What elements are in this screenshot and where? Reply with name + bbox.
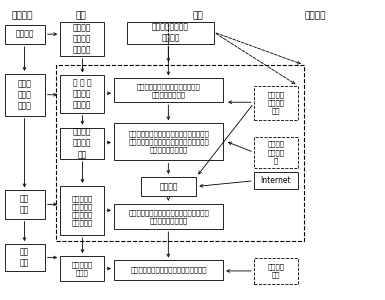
Text: 展示作品，并阐述对问题的分析及小组探索
成果，达到意义建构: 展示作品，并阐述对问题的分析及小组探索 成果，达到意义建构 [128, 209, 209, 224]
Text: 学生: 学生 [193, 11, 204, 20]
Bar [127, 22, 214, 44]
Text: 组织学生评
价作品，形
成意见，达
到意义建构: 组织学生评 价作品，形 成意见，达 到意义建构 [72, 195, 93, 226]
Bar [254, 136, 298, 168]
Bar [5, 25, 45, 44]
Text: 问题探
索，协
作学习: 问题探 索，协 作学习 [18, 79, 32, 110]
Bar [60, 75, 104, 113]
Bar [141, 177, 196, 196]
Bar [56, 65, 304, 241]
Bar [5, 244, 45, 271]
Bar [60, 186, 104, 235]
Text: 对数学内容形成初
步的认识: 对数学内容形成初 步的认识 [152, 23, 189, 43]
Text: 帮助学生解
决问题: 帮助学生解 决问题 [72, 261, 93, 276]
Text: 思考讨论问题，确定目标，小组成
员分工，计划进度: 思考讨论问题，确定目标，小组成 员分工，计划进度 [137, 83, 201, 98]
Bar [5, 74, 45, 116]
Bar [254, 172, 298, 189]
Text: 意义
建构: 意义 建构 [20, 194, 29, 214]
Bar [254, 257, 298, 284]
Text: 学习测评
系统: 学习测评 系统 [268, 264, 285, 278]
Text: 数学环节: 数学环节 [11, 11, 33, 20]
Text: 提 出 问
题，提供
学习资源: 提 出 问 题，提供 学习资源 [73, 78, 92, 110]
Text: 学习资源: 学习资源 [305, 11, 326, 20]
Bar [60, 128, 104, 159]
Text: 自我评价，及时发现问题，获取反馈信息: 自我评价，及时发现问题，获取反馈信息 [130, 267, 207, 274]
Bar [114, 260, 223, 280]
Bar [114, 78, 223, 102]
Bar [60, 22, 104, 56]
Bar [114, 123, 223, 160]
Text: 相关的网
络资源摘
报: 相关的网 络资源摘 报 [268, 141, 285, 164]
Text: 自我
评价: 自我 评价 [20, 248, 29, 268]
Text: 引导学生
选择学习
资源: 引导学生 选择学习 资源 [73, 128, 92, 159]
Text: 形成作品: 形成作品 [159, 182, 178, 191]
Text: 从学生的
兴趣出发
引入课题: 从学生的 兴趣出发 引入课题 [73, 23, 92, 54]
Text: 与教材内
容相关的
资源: 与教材内 容相关的 资源 [268, 92, 285, 114]
Text: 分组活动，小组成员各司其职，查找各种学
习资源，获取相关信息，集中对信息进行筛
选，找出问题的答案: 分组活动，小组成员各司其职，查找各种学 习资源，获取相关信息，集中对信息进行筛 … [128, 130, 209, 153]
Text: 创设情境: 创设情境 [15, 30, 34, 39]
Bar [5, 190, 45, 219]
Text: Internet: Internet [261, 176, 291, 185]
Text: 教师: 教师 [76, 11, 87, 20]
Bar [254, 86, 298, 120]
Bar [60, 256, 104, 281]
Bar [114, 204, 223, 229]
